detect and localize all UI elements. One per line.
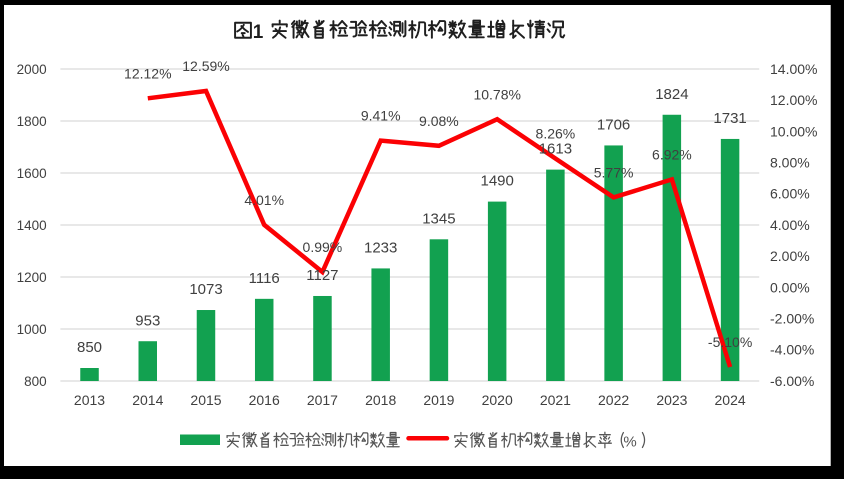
svg-text:2022: 2022 [598,392,629,408]
svg-text:1233: 1233 [364,240,397,257]
svg-text:12.59%: 12.59% [182,58,229,74]
svg-text:2023: 2023 [656,392,687,408]
svg-text:1200: 1200 [17,270,47,285]
svg-text:5.77%: 5.77% [594,165,634,181]
svg-text:2015: 2015 [190,392,221,408]
svg-text:1600: 1600 [17,166,47,181]
svg-text:1116: 1116 [249,270,280,287]
svg-text:1000: 1000 [17,322,47,337]
svg-text:1127: 1127 [306,267,338,284]
svg-text:6.00%: 6.00% [770,186,810,202]
svg-text:2020: 2020 [482,392,513,408]
svg-text:8.00%: 8.00% [770,155,810,171]
svg-text:0.00%: 0.00% [770,279,810,295]
svg-text:2021: 2021 [540,392,571,408]
svg-text:1: 1 [253,22,264,43]
svg-text:-5.10%: -5.10% [708,334,752,350]
svg-text:2017: 2017 [307,392,338,408]
svg-text:2019: 2019 [423,392,454,408]
svg-text:800: 800 [24,374,47,389]
svg-text:6.92%: 6.92% [652,147,692,163]
svg-text:-2.00%: -2.00% [770,311,814,327]
svg-text:4.00%: 4.00% [770,217,810,233]
svg-text:9.08%: 9.08% [419,113,459,129]
svg-text:10.78%: 10.78% [473,86,520,102]
svg-text:14.00%: 14.00% [770,61,817,77]
svg-text:12.12%: 12.12% [124,65,171,81]
svg-text:2016: 2016 [249,392,280,408]
svg-text:1824: 1824 [655,86,688,103]
svg-text:0.99%: 0.99% [303,239,343,255]
svg-text:-6.00%: -6.00% [770,373,814,389]
svg-text:953: 953 [135,312,160,329]
svg-text:2013: 2013 [74,392,105,408]
svg-text:2.00%: 2.00% [770,248,810,264]
svg-text:1800: 1800 [17,114,47,129]
svg-text:1490: 1490 [481,173,514,190]
svg-text:10.00%: 10.00% [770,123,817,139]
svg-text:9.41%: 9.41% [361,108,401,124]
svg-text:%: % [623,434,636,451]
svg-text:2014: 2014 [132,392,163,408]
svg-text:2000: 2000 [17,62,47,77]
svg-text:1613: 1613 [539,141,572,158]
svg-text:12.00%: 12.00% [770,92,817,108]
svg-text:8.26%: 8.26% [536,126,576,142]
svg-text:1345: 1345 [422,210,455,227]
svg-text:1073: 1073 [189,281,222,298]
svg-text:-4.00%: -4.00% [770,342,814,358]
svg-text:1731: 1731 [713,110,746,127]
svg-text:2024: 2024 [715,392,746,408]
svg-text:850: 850 [77,339,102,356]
svg-text:2018: 2018 [365,392,396,408]
svg-text:4.01%: 4.01% [244,192,284,208]
svg-text:1400: 1400 [17,218,47,233]
svg-text:1706: 1706 [597,117,630,134]
